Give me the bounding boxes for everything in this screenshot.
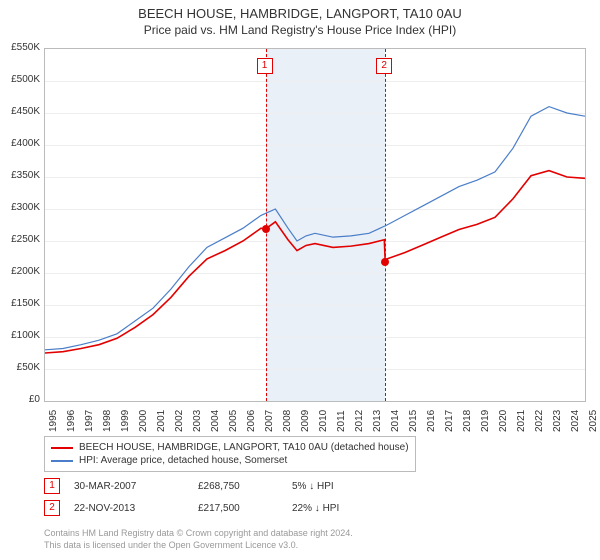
x-axis-label: 2021 bbox=[516, 410, 527, 432]
x-axis-label: 2013 bbox=[372, 410, 383, 432]
transaction-badge: 2 bbox=[44, 500, 60, 516]
legend-label: HPI: Average price, detached house, Some… bbox=[79, 455, 287, 466]
sale-point bbox=[381, 258, 389, 266]
y-axis-label: £200K bbox=[4, 266, 40, 277]
x-axis-label: 2009 bbox=[300, 410, 311, 432]
transaction-price: £217,500 bbox=[198, 503, 278, 514]
y-axis-label: £550K bbox=[4, 42, 40, 53]
x-axis-label: 2014 bbox=[390, 410, 401, 432]
x-axis-label: 2008 bbox=[282, 410, 293, 432]
y-axis-label: £500K bbox=[4, 74, 40, 85]
x-axis-label: 2012 bbox=[354, 410, 365, 432]
transaction-badge: 1 bbox=[44, 478, 60, 494]
y-axis-label: £150K bbox=[4, 298, 40, 309]
x-axis-label: 2001 bbox=[156, 410, 167, 432]
transaction-row: 2 22-NOV-2013 £217,500 22% ↓ HPI bbox=[44, 500, 339, 516]
x-axis-label: 2006 bbox=[246, 410, 257, 432]
y-axis-label: £50K bbox=[4, 362, 40, 373]
x-axis-label: 2025 bbox=[588, 410, 599, 432]
x-axis-label: 2018 bbox=[462, 410, 473, 432]
x-axis-label: 2020 bbox=[498, 410, 509, 432]
x-axis-label: 2003 bbox=[192, 410, 203, 432]
series-subject bbox=[45, 171, 585, 353]
x-axis-label: 1996 bbox=[66, 410, 77, 432]
legend-label: BEECH HOUSE, HAMBRIDGE, LANGPORT, TA10 0… bbox=[79, 442, 409, 453]
y-axis-label: £350K bbox=[4, 170, 40, 181]
legend-swatch bbox=[51, 460, 73, 462]
transaction-date: 30-MAR-2007 bbox=[74, 481, 184, 492]
legend-row: HPI: Average price, detached house, Some… bbox=[51, 454, 409, 467]
footer-licence: This data is licensed under the Open Gov… bbox=[44, 540, 298, 550]
chart-title-address: BEECH HOUSE, HAMBRIDGE, LANGPORT, TA10 0… bbox=[0, 6, 600, 21]
chart-lines bbox=[45, 49, 585, 401]
y-axis-label: £250K bbox=[4, 234, 40, 245]
transaction-delta: 22% ↓ HPI bbox=[292, 503, 339, 514]
x-axis-label: 2023 bbox=[552, 410, 563, 432]
x-axis-label: 2004 bbox=[210, 410, 221, 432]
transaction-delta: 5% ↓ HPI bbox=[292, 481, 334, 492]
y-axis-label: £300K bbox=[4, 202, 40, 213]
transaction-price: £268,750 bbox=[198, 481, 278, 492]
x-axis-label: 2016 bbox=[426, 410, 437, 432]
y-axis-label: £450K bbox=[4, 106, 40, 117]
x-axis-label: 2000 bbox=[138, 410, 149, 432]
x-axis-label: 2015 bbox=[408, 410, 419, 432]
x-axis-label: 2011 bbox=[336, 410, 347, 432]
sale-marker-badge: 1 bbox=[257, 58, 273, 74]
x-axis-label: 2007 bbox=[264, 410, 275, 432]
y-axis-label: £100K bbox=[4, 330, 40, 341]
legend-swatch bbox=[51, 447, 73, 449]
x-axis-label: 2010 bbox=[318, 410, 329, 432]
transaction-row: 1 30-MAR-2007 £268,750 5% ↓ HPI bbox=[44, 478, 334, 494]
y-axis-label: £0 bbox=[4, 394, 40, 405]
series-hpi bbox=[45, 107, 585, 350]
x-axis-label: 2002 bbox=[174, 410, 185, 432]
legend-row: BEECH HOUSE, HAMBRIDGE, LANGPORT, TA10 0… bbox=[51, 441, 409, 454]
x-axis-label: 2019 bbox=[480, 410, 491, 432]
x-axis-label: 1999 bbox=[120, 410, 131, 432]
x-axis-label: 1995 bbox=[48, 410, 59, 432]
footer-copyright: Contains HM Land Registry data © Crown c… bbox=[44, 528, 353, 538]
x-axis-label: 2005 bbox=[228, 410, 239, 432]
y-axis-label: £400K bbox=[4, 138, 40, 149]
sale-marker-badge: 2 bbox=[376, 58, 392, 74]
price-chart bbox=[44, 48, 586, 402]
transaction-date: 22-NOV-2013 bbox=[74, 503, 184, 514]
x-axis-label: 2017 bbox=[444, 410, 455, 432]
chart-legend: BEECH HOUSE, HAMBRIDGE, LANGPORT, TA10 0… bbox=[44, 436, 416, 472]
x-axis-label: 1997 bbox=[84, 410, 95, 432]
x-axis-label: 2022 bbox=[534, 410, 545, 432]
sale-point bbox=[262, 225, 270, 233]
x-axis-label: 2024 bbox=[570, 410, 581, 432]
x-axis-label: 1998 bbox=[102, 410, 113, 432]
chart-subtitle: Price paid vs. HM Land Registry's House … bbox=[0, 23, 600, 37]
